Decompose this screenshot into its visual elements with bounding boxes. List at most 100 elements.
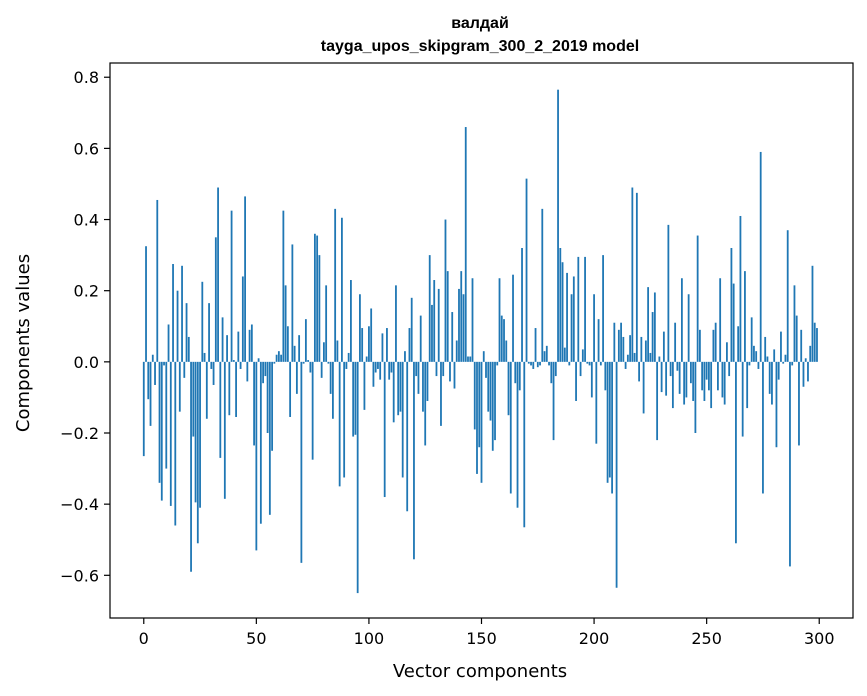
bar <box>277 351 280 362</box>
bar <box>644 340 647 362</box>
bar <box>559 248 562 362</box>
bar <box>804 358 807 362</box>
bar <box>570 294 573 362</box>
bar <box>737 326 740 362</box>
bar <box>163 361 165 366</box>
bar <box>494 361 496 441</box>
bar <box>408 328 411 362</box>
bar <box>534 328 537 362</box>
bar <box>539 361 541 366</box>
bar <box>726 342 728 362</box>
bar <box>577 256 580 362</box>
bar <box>552 361 555 441</box>
bar <box>329 361 332 394</box>
bar <box>689 361 692 384</box>
bar <box>142 361 145 457</box>
bar <box>331 361 334 419</box>
bar <box>172 264 174 362</box>
bar <box>291 244 294 362</box>
bar <box>147 361 150 400</box>
bar <box>266 361 269 433</box>
bar <box>205 361 208 419</box>
y-tick-label: 0.4 <box>74 211 99 230</box>
bar <box>764 336 767 362</box>
bar <box>602 255 604 362</box>
bar <box>174 361 177 526</box>
bar <box>437 288 440 362</box>
y-axis-label: Components values <box>13 254 34 432</box>
bar <box>800 329 803 362</box>
bar <box>615 361 618 588</box>
bar <box>669 361 672 377</box>
bar <box>248 329 251 362</box>
bar <box>208 303 210 362</box>
bar <box>750 317 753 362</box>
bar <box>347 352 350 362</box>
bar <box>154 361 156 385</box>
bar <box>525 178 528 362</box>
bar <box>345 361 348 369</box>
bar <box>435 361 438 377</box>
y-tick-label: 0.8 <box>74 68 99 87</box>
bar <box>352 361 355 437</box>
bar <box>530 361 532 366</box>
bar <box>199 361 201 508</box>
bar <box>572 276 575 362</box>
bar <box>521 248 523 362</box>
bar <box>217 187 219 362</box>
bar <box>442 361 445 377</box>
bar <box>449 361 451 382</box>
bar <box>789 361 791 567</box>
bar <box>527 361 530 364</box>
bar <box>280 354 283 362</box>
bar <box>404 351 406 362</box>
bar <box>241 276 244 362</box>
bar <box>268 361 271 515</box>
bar <box>388 361 391 380</box>
y-axis-ticks: 0.8 0.6 0.4 0.2 0.0 −0.2 −0.4 −0.6 <box>60 68 110 585</box>
bar <box>192 361 195 437</box>
bar <box>246 361 249 382</box>
bar <box>440 361 442 426</box>
bar <box>766 356 769 362</box>
y-tick-label: −0.6 <box>60 566 99 585</box>
bar <box>566 272 568 362</box>
bar <box>523 361 526 528</box>
bar <box>325 285 328 362</box>
bar <box>748 361 751 366</box>
bar <box>262 361 265 384</box>
bar <box>694 361 697 433</box>
x-tick-label: 200 <box>579 629 610 648</box>
bar <box>795 315 798 362</box>
bar <box>219 361 222 458</box>
bar <box>550 361 553 384</box>
bar <box>293 345 296 362</box>
bar <box>516 361 519 508</box>
bar <box>514 361 517 384</box>
bar <box>744 271 746 362</box>
bar <box>343 361 346 478</box>
bar <box>210 361 213 369</box>
chart-subtitle: tayga_upos_skipgram_300_2_2019 model <box>321 38 639 55</box>
bar <box>595 361 598 444</box>
bar <box>507 361 510 416</box>
x-tick-label: 250 <box>691 629 722 648</box>
bar <box>300 361 303 563</box>
bar <box>640 336 643 362</box>
bar <box>813 322 816 362</box>
bar <box>705 361 708 380</box>
bar <box>647 287 650 362</box>
bar <box>365 356 368 362</box>
bar <box>151 354 154 362</box>
bar <box>653 292 656 362</box>
bar <box>455 340 458 362</box>
bar <box>413 361 415 560</box>
bar <box>473 361 476 430</box>
bar <box>401 361 404 478</box>
bar <box>674 322 677 362</box>
bar <box>665 361 668 396</box>
bar <box>597 319 600 362</box>
bar <box>759 151 762 362</box>
bar <box>160 361 163 501</box>
bar <box>259 361 262 524</box>
